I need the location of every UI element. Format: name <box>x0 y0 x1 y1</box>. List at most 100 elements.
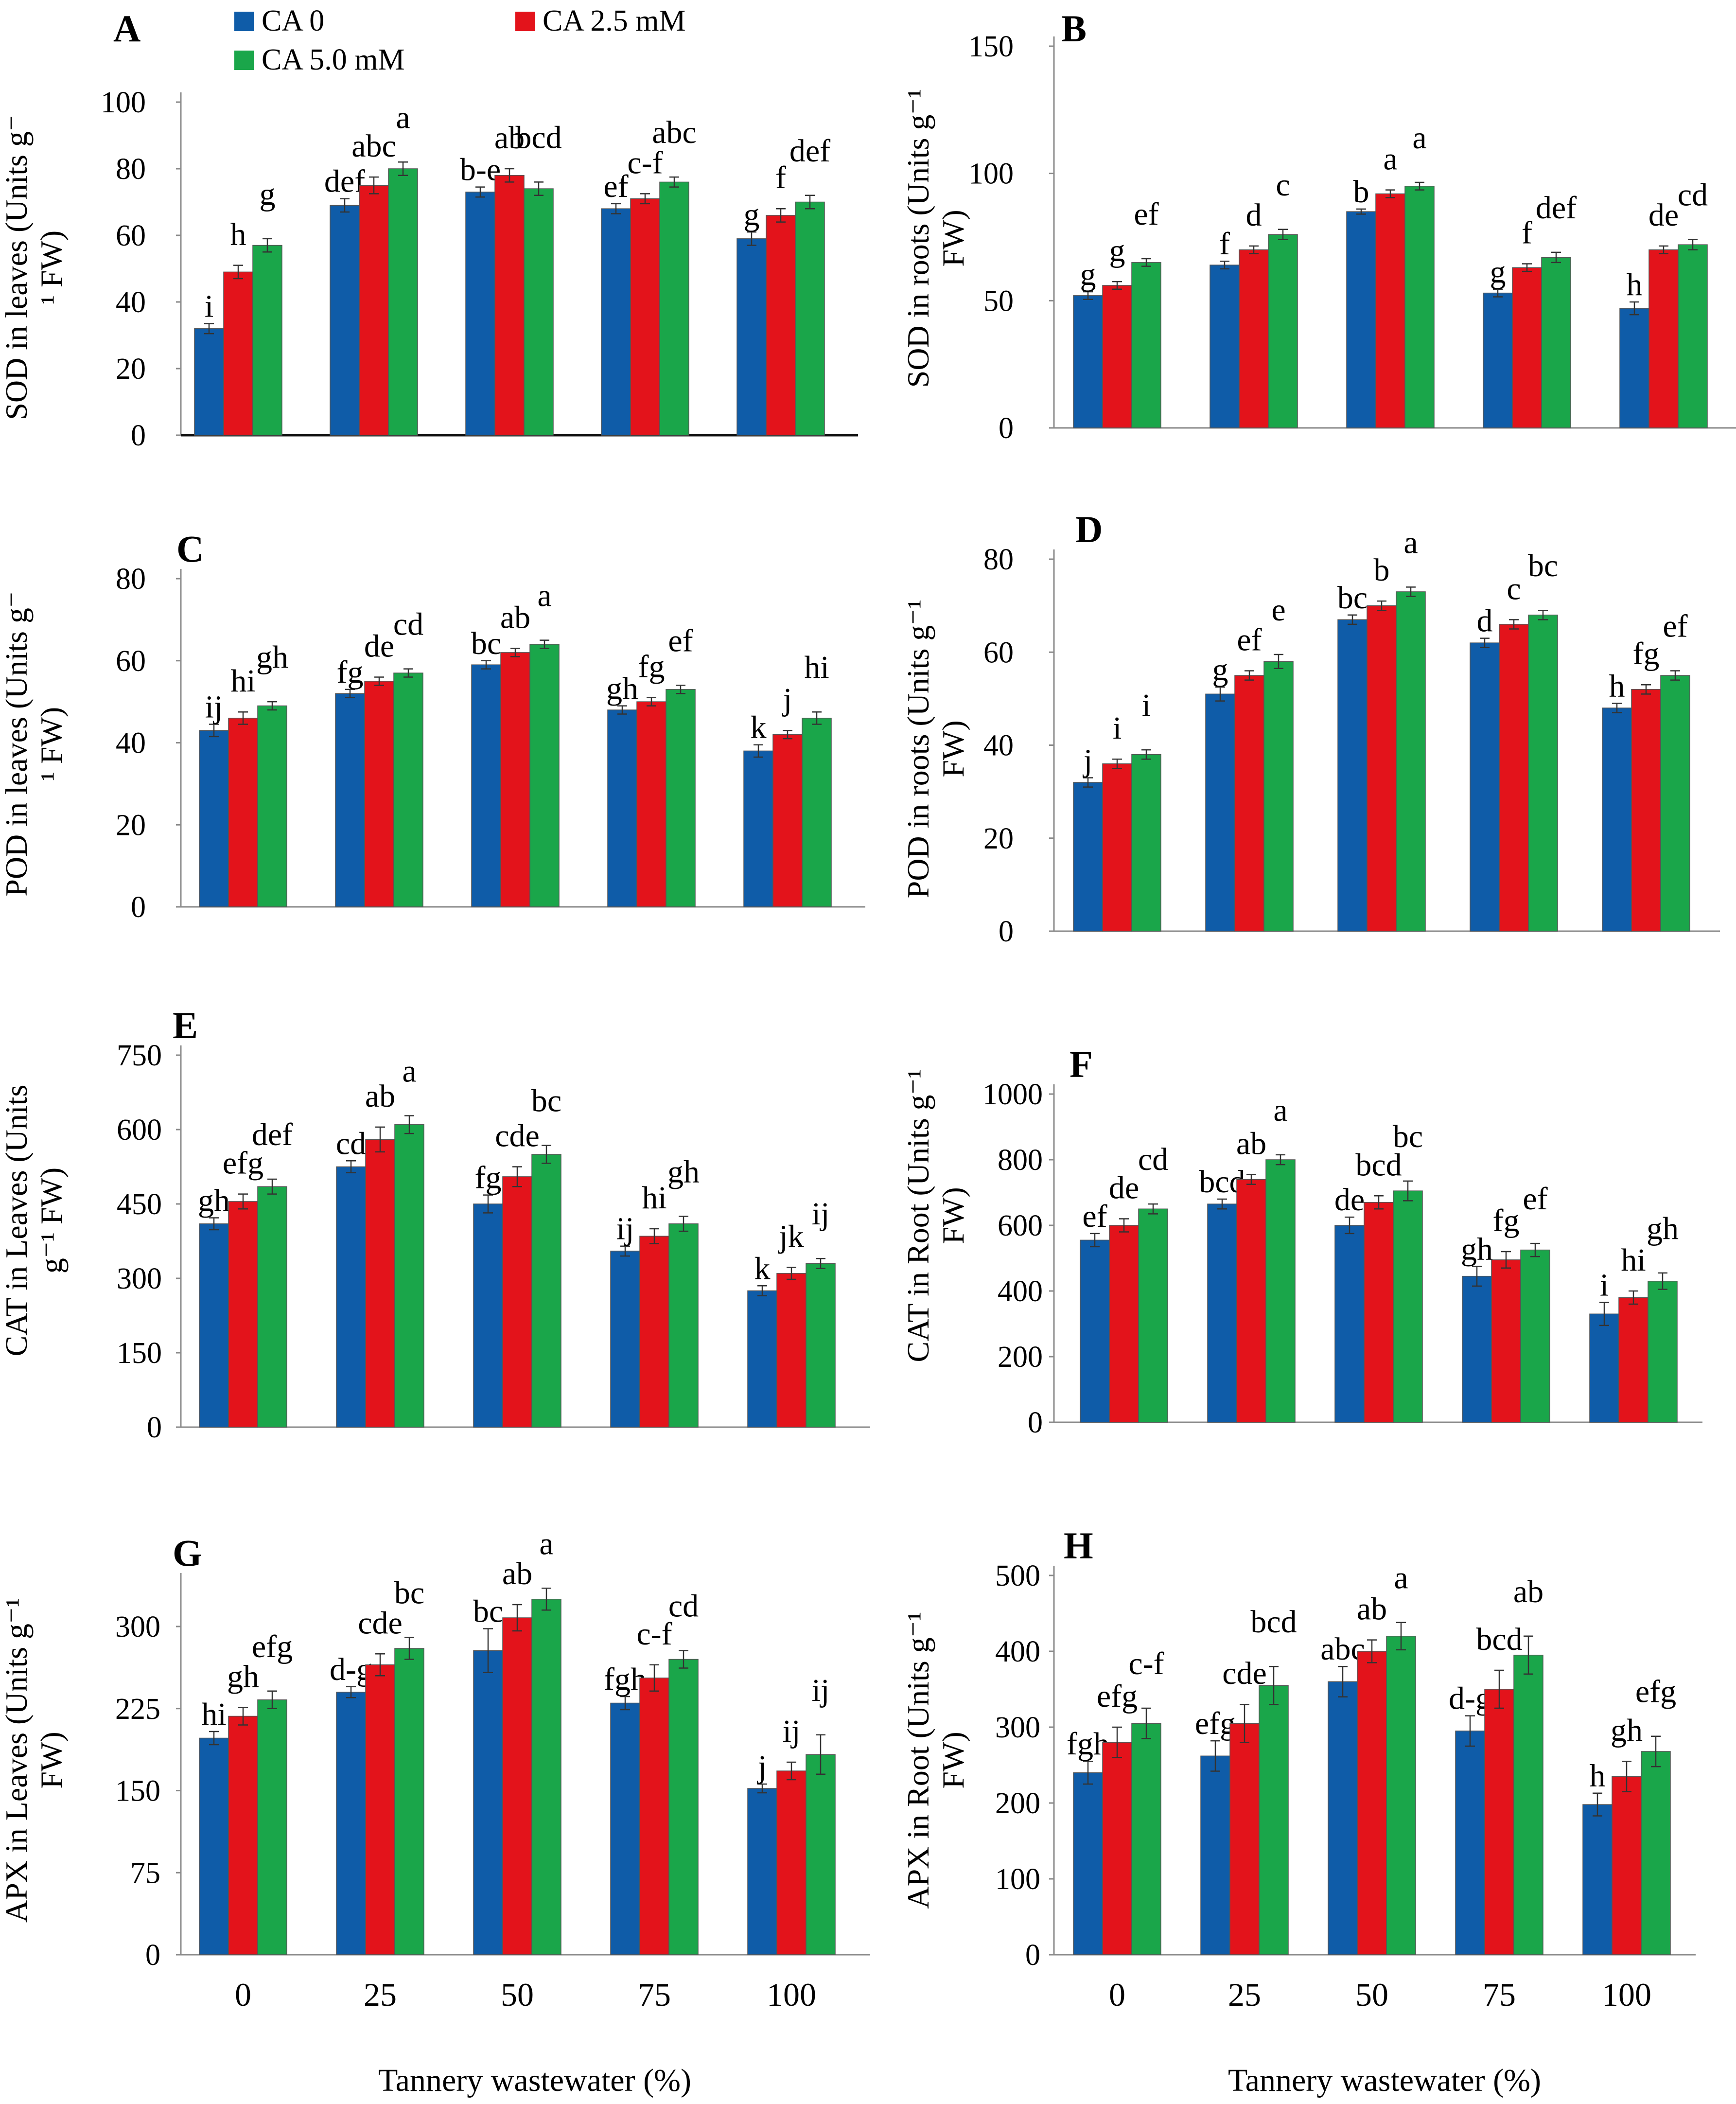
legend-item-ca-5-0: CA 5.0 mM <box>234 43 405 77</box>
panel-f-sig-letter: cd <box>1138 1142 1168 1177</box>
panel-g-sig-letter: j <box>757 1749 767 1785</box>
panel-c-bar-0-s0 <box>199 730 229 907</box>
panel-h-sig-letter: c-f <box>1128 1646 1164 1681</box>
panel-g-bar-0-s2 <box>257 1699 287 1955</box>
panel-h-y-tick-label: 200 <box>995 1787 1040 1820</box>
panel-c-bar-75-s0 <box>607 709 637 907</box>
panel-e-bar-100-s0 <box>747 1290 777 1428</box>
panel-f-bar-50-s0 <box>1334 1225 1365 1423</box>
panel-g-x-title: Tannery wastewater (%) <box>378 2063 691 2098</box>
panel-b-y-tick-label: 0 <box>999 412 1014 445</box>
panel-b-bar-0-s1 <box>1102 285 1132 428</box>
panel-c-sig-letter: hi <box>230 663 255 699</box>
panel-f-y-tick-label: 0 <box>1028 1406 1043 1439</box>
panel-c-y-title: POD in leaves (Units g⁻ <box>0 591 34 897</box>
panel-f-sig-letter: bcd <box>1355 1147 1402 1183</box>
panel-g-bar-25-s1 <box>365 1664 395 1955</box>
panel-f-bar-25-s2 <box>1265 1159 1296 1423</box>
panel-a-bar-75-s0 <box>601 208 631 436</box>
panel-c-sig-letter: de <box>364 629 394 664</box>
panel-g-sig-letter: cde <box>358 1605 403 1641</box>
panel-f-sig-letter: gh <box>1461 1231 1493 1267</box>
panel-h-x-tick-label: 100 <box>1602 1976 1651 2013</box>
panel-d-y-title: POD in roots (Units g⁻¹ <box>901 600 935 899</box>
panel-c-bar-0-s2 <box>257 705 287 907</box>
panel-e-bar-100-s2 <box>806 1263 836 1428</box>
panel-b-bar-25-s2 <box>1268 234 1298 428</box>
panel-h-y-tick-label: 500 <box>995 1559 1040 1592</box>
panel-e-bar-0-s1 <box>228 1201 258 1428</box>
panel-c-bar-25-s2 <box>393 672 423 907</box>
panel-a-y-tick-label: 60 <box>116 219 146 252</box>
panel-g-bar-100-s2 <box>806 1754 836 1955</box>
panel-d-bar-25-s0 <box>1205 693 1235 932</box>
panel-b-bar-50-s2 <box>1404 186 1435 428</box>
panel-b-sig-letter: c <box>1276 167 1290 203</box>
panel-d-y-tick-label: 20 <box>983 822 1014 855</box>
panel-d-sig-letter: ef <box>1237 622 1262 658</box>
panel-h-x-tick-label: 25 <box>1228 1976 1261 2013</box>
panel-h-letter: H <box>1064 1524 1093 1567</box>
panel-b-sig-letter: b <box>1353 174 1369 210</box>
panel-b-bar-100-s1 <box>1648 249 1679 428</box>
panel-e-bar-50-s2 <box>531 1154 561 1428</box>
panel-a-y-title: ¹ FW) <box>34 230 69 305</box>
panel-c-letter: C <box>176 528 204 570</box>
panel-e-bar-50-s1 <box>502 1176 532 1428</box>
panel-f-bar-0-s1 <box>1109 1225 1139 1423</box>
panel-g-y-tick-label: 0 <box>145 1939 160 1972</box>
panel-f-sig-letter: bc <box>1393 1119 1423 1154</box>
panel-h-sig-letter: bcd <box>1250 1604 1297 1640</box>
panel-c-sig-letter: hi <box>804 650 829 685</box>
panel-f-bar-100-s2 <box>1648 1281 1678 1423</box>
panel-h-bar-0-s1 <box>1102 1742 1132 1955</box>
panel-b-sig-letter: ef <box>1134 196 1158 232</box>
panel-h-bar-100-s2 <box>1641 1751 1671 1955</box>
panel-a-sig-letter: c-f <box>627 145 663 180</box>
panel-e-letter: E <box>173 1004 198 1046</box>
panel-h-x-tick-label: 50 <box>1355 1976 1388 2013</box>
panel-d-bar-50-s1 <box>1367 605 1397 932</box>
panel-e-bar-100-s1 <box>776 1273 807 1428</box>
panel-b-sig-letter: g <box>1109 233 1125 268</box>
panel-e-bar-0-s0 <box>199 1223 229 1428</box>
panel-a-bar-75-s2 <box>659 181 689 436</box>
panel-h-y-tick-label: 300 <box>995 1711 1040 1744</box>
panel-h-sig-letter: bcd <box>1476 1622 1522 1657</box>
panel-f-sig-letter: ef <box>1082 1199 1107 1234</box>
panel-d-sig-letter: h <box>1609 668 1625 704</box>
panel-a-sig-letter: g <box>744 197 760 232</box>
panel-h-bar-100-s1 <box>1612 1776 1642 1955</box>
panel-a-sig-letter: b-e <box>460 152 501 188</box>
panel-h-x-title: Tannery wastewater (%) <box>1228 2063 1541 2098</box>
panel-f-bar-75-s0 <box>1462 1275 1492 1423</box>
panel-c-y-tick-label: 80 <box>116 563 146 596</box>
panel-c-sig-letter: bc <box>471 626 501 661</box>
panel-h-sig-letter: efg <box>1195 1706 1236 1741</box>
panel-d-sig-letter: b <box>1374 552 1390 588</box>
panel-a-bar-75-s1 <box>630 198 660 436</box>
legend-item-ca-2-5: CA 2.5 mM <box>515 4 686 38</box>
panel-a-y-tick-label: 20 <box>116 353 146 386</box>
panel-g-bar-25-s0 <box>336 1692 366 1955</box>
panel-b-y-tick-label: 100 <box>968 158 1014 191</box>
panel-c-bar-100-s1 <box>772 734 803 907</box>
panel-d-bar-0-s1 <box>1102 763 1132 932</box>
panel-a-bar-25-s0 <box>330 205 360 436</box>
panel-h-sig-letter: a <box>1394 1560 1408 1596</box>
panel-c-y-title: ¹ FW) <box>34 707 69 781</box>
panel-h-sig-letter: gh <box>1611 1713 1643 1748</box>
panel-a-sig-letter: g <box>260 177 276 212</box>
panel-c-bar-50-s1 <box>500 652 530 907</box>
panel-d-y-title: FW) <box>936 720 970 777</box>
panel-f-sig-letter: ab <box>1236 1126 1266 1161</box>
panel-e-sig-letter: jk <box>778 1219 804 1255</box>
panel-g-bar-0-s1 <box>228 1715 258 1955</box>
panel-e-sig-letter: ij <box>812 1196 830 1232</box>
panel-g-y-title: APX in Leaves (Units g⁻¹ <box>0 1598 34 1923</box>
panel-b-bar-75-s1 <box>1512 267 1542 428</box>
panel-b-sig-letter: d <box>1246 197 1262 233</box>
panel-a-bar-100-s2 <box>795 201 825 436</box>
panel-e-sig-letter: gh <box>667 1154 700 1190</box>
